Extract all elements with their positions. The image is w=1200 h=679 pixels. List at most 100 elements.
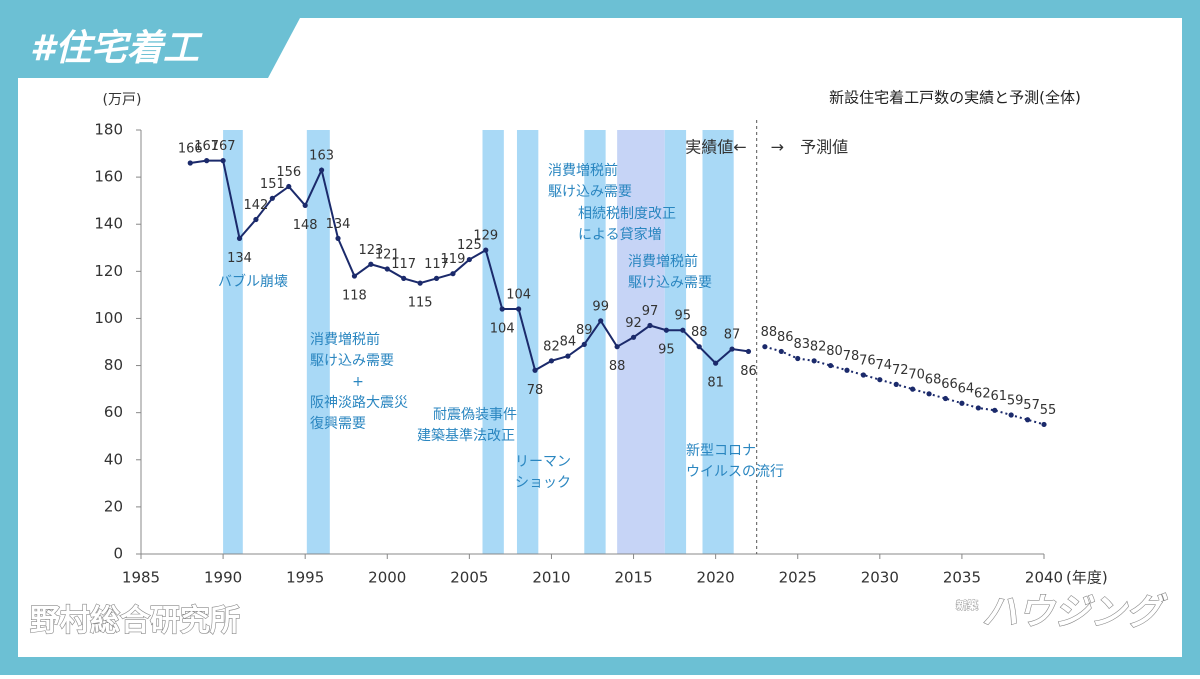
annotation: 消費増税前 xyxy=(310,331,380,348)
data-label: 119 xyxy=(441,252,466,267)
data-label: 62 xyxy=(974,386,991,401)
point xyxy=(860,372,867,378)
point xyxy=(319,167,325,173)
event-band xyxy=(223,130,243,554)
annotation: 駆け込み需要 xyxy=(548,184,632,200)
point xyxy=(745,348,752,355)
point xyxy=(811,358,817,364)
data-label: 118 xyxy=(342,289,367,304)
x-tick-label: 2040 xyxy=(1025,569,1063,587)
data-label: 87 xyxy=(724,328,741,343)
point xyxy=(253,216,259,223)
data-label: 163 xyxy=(309,149,334,164)
point xyxy=(450,271,456,277)
point xyxy=(663,327,669,333)
data-label: 129 xyxy=(473,229,498,244)
data-label: 104 xyxy=(506,288,531,303)
point xyxy=(499,306,505,312)
data-label: 166 xyxy=(178,141,203,156)
data-label: 86 xyxy=(777,330,794,345)
point xyxy=(220,158,226,164)
x-tick-label: 2000 xyxy=(368,569,406,587)
point xyxy=(548,358,555,364)
data-label: 78 xyxy=(527,383,544,398)
point xyxy=(795,355,801,362)
x-tick-label: 2005 xyxy=(450,569,488,587)
data-label: 115 xyxy=(408,296,433,311)
point xyxy=(1041,421,1047,428)
y-tick-label: 0 xyxy=(113,545,123,563)
annotation: 復興需要 xyxy=(310,415,366,432)
point xyxy=(368,261,374,267)
point xyxy=(384,266,390,272)
data-label: 121 xyxy=(375,247,400,262)
data-label: 66 xyxy=(941,377,958,392)
data-label: 59 xyxy=(1007,394,1024,409)
series-line xyxy=(764,345,1045,426)
data-label: 167 xyxy=(194,139,219,154)
x-tick-label: 2020 xyxy=(697,569,735,587)
point xyxy=(433,275,440,281)
data-label: 68 xyxy=(925,372,942,387)
data-label: 84 xyxy=(560,335,577,350)
point xyxy=(827,362,834,369)
annotation: リーマン xyxy=(515,454,571,470)
data-label: 142 xyxy=(244,198,269,213)
data-label: 89 xyxy=(576,323,593,338)
point xyxy=(844,367,850,373)
data-label: 82 xyxy=(543,339,560,354)
data-label: 76 xyxy=(859,353,876,368)
point xyxy=(269,195,275,201)
point xyxy=(204,158,210,164)
data-label: 81 xyxy=(707,376,724,391)
data-label: 74 xyxy=(876,358,893,373)
point xyxy=(778,348,784,355)
y-tick-label: 120 xyxy=(94,262,123,280)
divider-label: 実績値← xyxy=(685,138,746,157)
event-band xyxy=(584,130,606,554)
point xyxy=(598,318,604,324)
annotation: ショック xyxy=(515,475,571,491)
divider-label: → 予測値 xyxy=(771,138,848,157)
point xyxy=(581,341,587,347)
y-tick-label: 80 xyxy=(104,356,123,374)
x-tick-label: 1990 xyxy=(204,569,242,587)
y-tick-label: 40 xyxy=(104,450,123,468)
annotation: 新型コロナ xyxy=(686,443,756,459)
point xyxy=(466,256,472,263)
point xyxy=(236,235,243,241)
point xyxy=(910,386,916,392)
x-label: (年度) xyxy=(1066,569,1108,587)
point xyxy=(959,400,965,406)
point xyxy=(335,235,341,241)
data-label: 167 xyxy=(211,139,236,154)
annotation: 消費増税前 xyxy=(548,162,618,179)
x-tick-label: 2025 xyxy=(779,569,817,587)
point xyxy=(614,344,620,350)
event-band xyxy=(306,130,330,554)
data-label: 125 xyxy=(457,238,482,253)
point xyxy=(630,334,637,340)
annotation: 駆け込み需要 xyxy=(628,275,712,291)
point xyxy=(532,367,538,373)
data-label: 95 xyxy=(675,309,692,324)
x-tick-label: 1985 xyxy=(122,569,160,587)
point xyxy=(286,183,292,190)
annotation: + xyxy=(352,374,364,390)
x-tick-label: 2035 xyxy=(943,569,981,587)
point xyxy=(565,353,571,359)
annotation: 耐震偽装事件 xyxy=(433,407,517,423)
data-label: 123 xyxy=(358,243,383,258)
data-label: 97 xyxy=(642,304,659,319)
point xyxy=(1008,412,1014,418)
point xyxy=(1024,417,1031,423)
data-label: 117 xyxy=(424,257,449,272)
annotation: ウイルスの流行 xyxy=(686,464,784,480)
y-label: (万戸) xyxy=(103,92,142,108)
data-label: 104 xyxy=(490,322,515,337)
point xyxy=(762,344,768,350)
y-tick-label: 180 xyxy=(94,121,123,139)
x-tick-label: 2015 xyxy=(614,569,652,587)
data-label: 70 xyxy=(908,368,925,383)
